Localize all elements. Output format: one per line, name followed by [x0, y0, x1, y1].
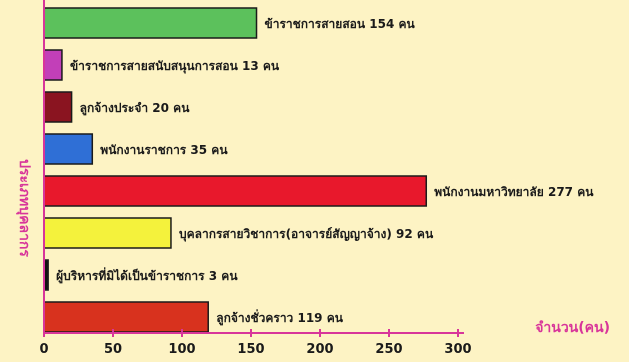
x-tick-label-100: 100 — [168, 342, 195, 357]
bar-label-7: ผู้บริหารที่มิได้เป็นข้าราชการ 3 คน — [56, 267, 238, 284]
bar-6 — [43, 217, 172, 249]
x-tick-label-50: 50 — [104, 342, 122, 357]
bar-label-2: ข้าราชการสายสนับสนุนการสอน 13 คน — [70, 59, 280, 74]
x-tick-label-200: 200 — [306, 342, 333, 357]
x-tick-label-250: 250 — [375, 342, 402, 357]
x-ticks: 0 50 100 150 200 250 300 — [39, 329, 472, 357]
bar-label-8: ลูกจ้างชั่วคราว 119 คน — [216, 309, 344, 326]
bar-1 — [43, 7, 258, 39]
bar-2 — [43, 49, 63, 81]
bar-8 — [43, 301, 209, 333]
x-tick-label-300: 300 — [444, 342, 471, 357]
x-axis-title: จำนวน(คน) — [535, 320, 610, 336]
bars-layer: ข้าราชการสายสอน 154 คนข้าราชการสายสนับสน… — [43, 7, 594, 333]
bar-label-3: ลูกจ้างประจำ 20 คน — [80, 101, 191, 116]
bar-label-6: บุคลากรสายวิชาการ(อาจารย์สัญญาจ้าง) 92 ค… — [179, 227, 434, 242]
bar-5 — [43, 175, 428, 207]
bar-4 — [43, 133, 94, 165]
bar-label-5: พนักงานมหาวิทยาลัย 277 คน — [434, 185, 594, 199]
bar-label-4: พนักงานราชการ 35 คน — [100, 143, 228, 157]
bar-3 — [43, 91, 73, 123]
x-tick-label-150: 150 — [237, 342, 264, 357]
bar-label-1: ข้าราชการสายสอน 154 คน — [265, 17, 416, 31]
x-tick-label-0: 0 — [39, 342, 48, 357]
y-axis-title: ประเภทบุคลากร — [16, 159, 32, 257]
